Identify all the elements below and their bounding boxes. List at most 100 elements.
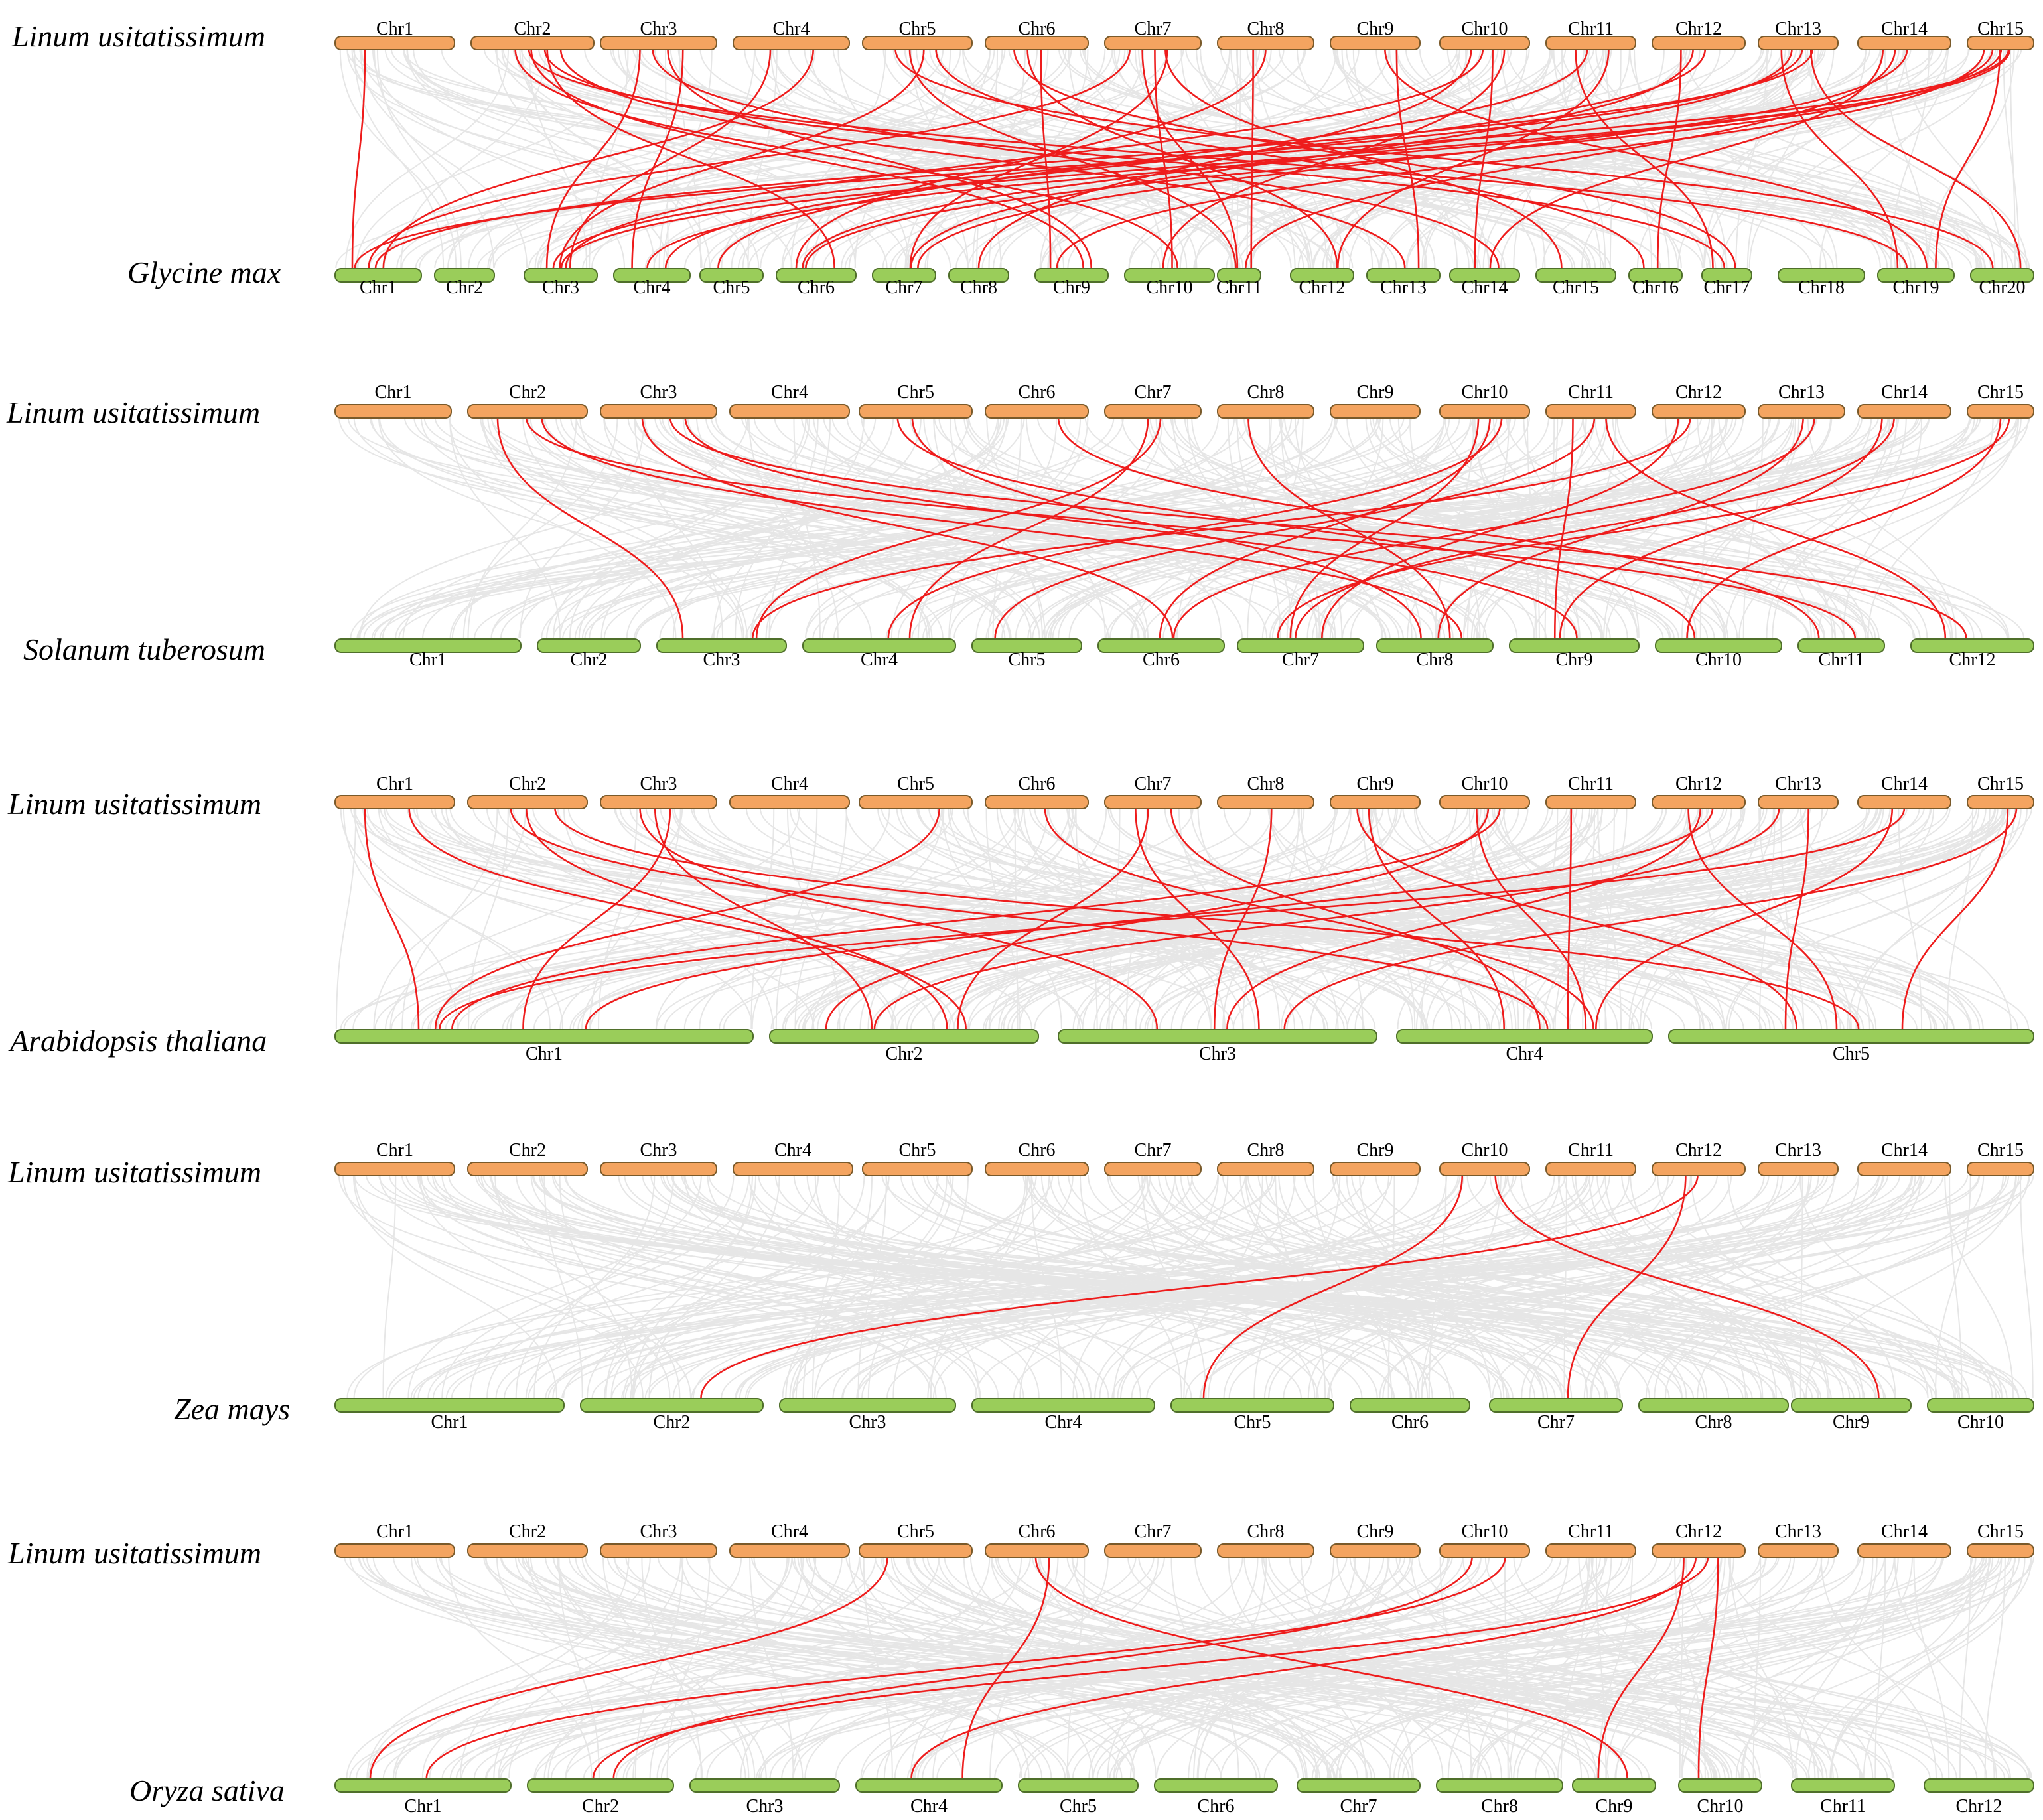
query-chromosome-bar[interactable]: [1330, 1543, 1421, 1558]
target-chromosome-bar[interactable]: [689, 1778, 840, 1793]
query-chromosome-bar[interactable]: [1104, 1162, 1202, 1176]
query-chromosome-bar[interactable]: [859, 795, 973, 809]
query-chromosome-bar[interactable]: [1330, 1162, 1421, 1176]
query-chromosome-bar[interactable]: [729, 795, 850, 809]
query-chromosome-bar[interactable]: [1104, 404, 1202, 419]
query-chromosome-bar[interactable]: [1104, 36, 1202, 50]
query-chromosome-bar[interactable]: [1439, 1162, 1530, 1176]
query-chromosome-bar[interactable]: [1217, 795, 1314, 809]
query-chromosome-bar[interactable]: [1857, 404, 1951, 419]
target-chromosome-bar[interactable]: [613, 268, 691, 283]
query-chromosome-bar[interactable]: [1330, 36, 1421, 50]
query-chromosome-bar[interactable]: [470, 36, 595, 50]
target-chromosome-bar[interactable]: [776, 268, 857, 283]
target-chromosome-bar[interactable]: [872, 268, 936, 283]
query-chromosome-bar[interactable]: [862, 1162, 973, 1176]
target-chromosome-bar[interactable]: [580, 1398, 764, 1413]
target-chromosome-bar[interactable]: [1791, 1778, 1895, 1793]
query-chromosome-bar[interactable]: [1967, 36, 2034, 50]
target-chromosome-bar[interactable]: [434, 268, 495, 283]
target-chromosome-bar[interactable]: [1436, 1778, 1563, 1793]
target-chromosome-bar[interactable]: [1927, 1398, 2034, 1413]
query-chromosome-bar[interactable]: [1652, 36, 1746, 50]
query-chromosome-bar[interactable]: [1330, 795, 1421, 809]
query-chromosome-bar[interactable]: [1857, 1162, 1951, 1176]
query-chromosome-bar[interactable]: [1545, 1543, 1636, 1558]
target-chromosome-bar[interactable]: [1628, 268, 1683, 283]
query-chromosome-bar[interactable]: [1652, 404, 1746, 419]
target-chromosome-bar[interactable]: [1124, 268, 1215, 283]
query-chromosome-bar[interactable]: [1857, 795, 1951, 809]
query-chromosome-bar[interactable]: [985, 404, 1089, 419]
query-chromosome-bar[interactable]: [1330, 404, 1421, 419]
target-chromosome-bar[interactable]: [334, 638, 522, 653]
target-chromosome-bar[interactable]: [1376, 638, 1494, 653]
query-chromosome-bar[interactable]: [985, 795, 1089, 809]
target-chromosome-bar[interactable]: [524, 268, 598, 283]
target-chromosome-bar[interactable]: [334, 1778, 512, 1793]
target-chromosome-bar[interactable]: [1668, 1029, 2034, 1044]
target-chromosome-bar[interactable]: [1489, 1398, 1623, 1413]
query-chromosome-bar[interactable]: [1217, 404, 1314, 419]
query-chromosome-bar[interactable]: [1545, 1162, 1636, 1176]
target-chromosome-bar[interactable]: [1237, 638, 1364, 653]
query-chromosome-bar[interactable]: [600, 404, 717, 419]
target-chromosome-bar[interactable]: [1678, 1778, 1762, 1793]
target-chromosome-bar[interactable]: [1396, 1029, 1653, 1044]
query-chromosome-bar[interactable]: [859, 404, 973, 419]
query-chromosome-bar[interactable]: [334, 36, 455, 50]
query-chromosome-bar[interactable]: [1652, 1543, 1746, 1558]
query-chromosome-bar[interactable]: [1758, 36, 1839, 50]
target-chromosome-bar[interactable]: [699, 268, 764, 283]
target-chromosome-bar[interactable]: [1170, 1398, 1334, 1413]
query-chromosome-bar[interactable]: [334, 1162, 455, 1176]
query-chromosome-bar[interactable]: [1217, 1543, 1314, 1558]
query-chromosome-bar[interactable]: [733, 1162, 853, 1176]
query-chromosome-bar[interactable]: [985, 1543, 1089, 1558]
target-chromosome-bar[interactable]: [1350, 1398, 1470, 1413]
query-chromosome-bar[interactable]: [1967, 404, 2034, 419]
query-chromosome-bar[interactable]: [467, 1162, 588, 1176]
query-chromosome-bar[interactable]: [467, 404, 588, 419]
query-chromosome-bar[interactable]: [600, 795, 717, 809]
query-chromosome-bar[interactable]: [729, 1543, 850, 1558]
target-chromosome-bar[interactable]: [1910, 638, 2034, 653]
target-chromosome-bar[interactable]: [334, 1398, 565, 1413]
target-chromosome-bar[interactable]: [334, 268, 422, 283]
query-chromosome-bar[interactable]: [1217, 1162, 1314, 1176]
target-chromosome-bar[interactable]: [971, 638, 1082, 653]
query-chromosome-bar[interactable]: [729, 404, 850, 419]
query-chromosome-bar[interactable]: [985, 1162, 1089, 1176]
target-chromosome-bar[interactable]: [948, 268, 1009, 283]
query-chromosome-bar[interactable]: [1652, 795, 1746, 809]
target-chromosome-bar[interactable]: [1097, 638, 1225, 653]
query-chromosome-bar[interactable]: [334, 1543, 455, 1558]
target-chromosome-bar[interactable]: [1655, 638, 1782, 653]
query-chromosome-bar[interactable]: [1104, 795, 1202, 809]
query-chromosome-bar[interactable]: [467, 795, 588, 809]
target-chromosome-bar[interactable]: [1701, 268, 1752, 283]
query-chromosome-bar[interactable]: [1545, 36, 1636, 50]
target-chromosome-bar[interactable]: [334, 1029, 754, 1044]
query-chromosome-bar[interactable]: [1967, 795, 2034, 809]
query-chromosome-bar[interactable]: [467, 1543, 588, 1558]
target-chromosome-bar[interactable]: [1018, 1778, 1139, 1793]
target-chromosome-bar[interactable]: [1217, 268, 1261, 283]
target-chromosome-bar[interactable]: [855, 1778, 1003, 1793]
target-chromosome-bar[interactable]: [1366, 268, 1441, 283]
query-chromosome-bar[interactable]: [334, 795, 455, 809]
query-chromosome-bar[interactable]: [1857, 36, 1951, 50]
target-chromosome-bar[interactable]: [537, 638, 641, 653]
target-chromosome-bar[interactable]: [769, 1029, 1039, 1044]
target-chromosome-bar[interactable]: [971, 1398, 1155, 1413]
target-chromosome-bar[interactable]: [1877, 268, 1955, 283]
query-chromosome-bar[interactable]: [1104, 1543, 1202, 1558]
query-chromosome-bar[interactable]: [1439, 1543, 1530, 1558]
target-chromosome-bar[interactable]: [1058, 1029, 1377, 1044]
query-chromosome-bar[interactable]: [1439, 795, 1530, 809]
query-chromosome-bar[interactable]: [985, 36, 1089, 50]
query-chromosome-bar[interactable]: [1758, 1162, 1839, 1176]
target-chromosome-bar[interactable]: [802, 638, 956, 653]
query-chromosome-bar[interactable]: [1758, 404, 1845, 419]
query-chromosome-bar[interactable]: [1758, 1543, 1839, 1558]
